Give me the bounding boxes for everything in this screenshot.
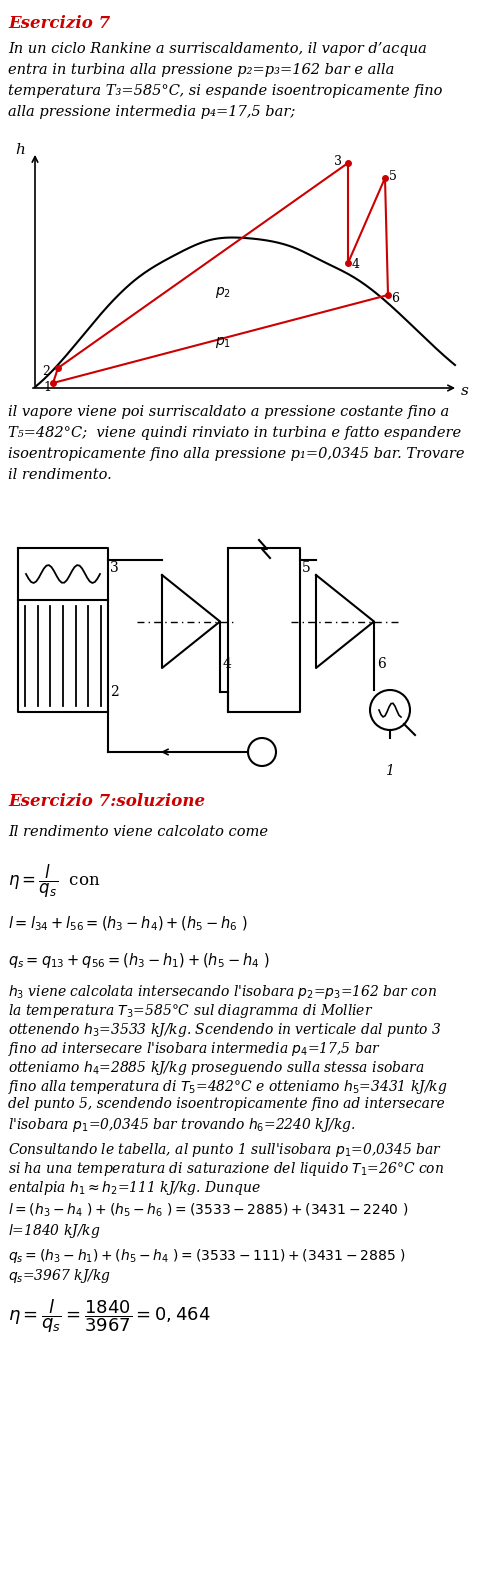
- Text: Esercizio 7: Esercizio 7: [8, 14, 110, 32]
- Text: 5: 5: [388, 170, 396, 183]
- Text: la temperatura $T_3$=585°C sul diagramma di Mollier: la temperatura $T_3$=585°C sul diagramma…: [8, 1003, 372, 1020]
- Text: entra in turbina alla pressione p₂=p₃=162 bar e alla: entra in turbina alla pressione p₂=p₃=16…: [8, 64, 394, 76]
- Text: isoentropicamente fino alla pressione p₁=0,0345 bar. Trovare: isoentropicamente fino alla pressione p₁…: [8, 447, 464, 461]
- Text: Esercizio 7:soluzione: Esercizio 7:soluzione: [8, 793, 204, 810]
- Text: 4: 4: [223, 656, 231, 671]
- Text: Il rendimento viene calcolato come: Il rendimento viene calcolato come: [8, 825, 267, 839]
- Text: fino alla temperatura di $T_5$=482°C e otteniamo $h_5$=3431 kJ/kg: fino alla temperatura di $T_5$=482°C e o…: [8, 1077, 446, 1096]
- Text: l'isobara $p_1$=0,0345 bar trovando $h_6$=2240 kJ/kg.: l'isobara $p_1$=0,0345 bar trovando $h_6…: [8, 1115, 355, 1135]
- Text: 1: 1: [384, 764, 393, 779]
- Text: $q_s = q_{13} + q_{56} = (h_3 - h_1) + (h_5 - h_4\ )$: $q_s = q_{13} + q_{56} = (h_3 - h_1) + (…: [8, 950, 269, 969]
- Text: s: s: [460, 385, 468, 397]
- Text: 1: 1: [43, 381, 51, 394]
- Text: del punto 5, scendendo isoentropicamente fino ad intersecare: del punto 5, scendendo isoentropicamente…: [8, 1096, 444, 1111]
- Text: $h_3$ viene calcolata intersecando l'isobara $p_2$=$p_3$=162 bar con: $h_3$ viene calcolata intersecando l'iso…: [8, 984, 436, 1001]
- Text: fino ad intersecare l'isobara intermedia $p_4$=17,5 bar: fino ad intersecare l'isobara intermedia…: [8, 1039, 380, 1058]
- Text: h: h: [15, 143, 25, 157]
- Text: $\eta = \dfrac{l}{q_s} = \dfrac{1840}{3967} = 0,464$: $\eta = \dfrac{l}{q_s} = \dfrac{1840}{39…: [8, 1297, 210, 1335]
- Text: alla pressione intermedia p₄=17,5 bar;: alla pressione intermedia p₄=17,5 bar;: [8, 105, 295, 119]
- Text: il vapore viene poi surriscaldato a pressione costante fino a: il vapore viene poi surriscaldato a pres…: [8, 405, 448, 419]
- Text: $q_s$=3967 kJ/kg: $q_s$=3967 kJ/kg: [8, 1266, 111, 1286]
- Text: 4: 4: [351, 257, 359, 272]
- Text: 3: 3: [110, 561, 119, 575]
- Text: $l = l_{34} + l_{56} = (h_3 - h_4) + (h_5 - h_6\ )$: $l = l_{34} + l_{56} = (h_3 - h_4) + (h_…: [8, 915, 248, 933]
- Text: entalpia $h_1$$\approx$$h_2$=111 kJ/kg. Dunque: entalpia $h_1$$\approx$$h_2$=111 kJ/kg. …: [8, 1179, 260, 1197]
- Text: 3: 3: [333, 156, 341, 168]
- Text: 2: 2: [110, 685, 119, 699]
- Text: T₅=482°C;  viene quindi rinviato in turbina e fatto espandere: T₅=482°C; viene quindi rinviato in turbi…: [8, 426, 460, 440]
- Text: Consultando le tabella, al punto 1 sull'isobara $p_1$=0,0345 bar: Consultando le tabella, al punto 1 sull'…: [8, 1141, 441, 1158]
- Text: 2: 2: [42, 365, 50, 378]
- Text: si ha una temperatura di saturazione del liquido $T_1$=26°C con: si ha una temperatura di saturazione del…: [8, 1160, 444, 1177]
- Text: temperatura T₃=585°C, si espande isoentropicamente fino: temperatura T₃=585°C, si espande isoentr…: [8, 84, 442, 99]
- Text: $p_1$: $p_1$: [215, 335, 230, 350]
- Text: 6: 6: [376, 656, 385, 671]
- Text: 6: 6: [390, 292, 398, 305]
- Text: $q_s = (h_3 - h_1) + (h_5 - h_4\ ) = (3533 - 111) + (3431 - 2885\ )$: $q_s = (h_3 - h_1) + (h_5 - h_4\ ) = (35…: [8, 1247, 405, 1265]
- Text: $l = (h_3 - h_4\ ) + (h_5 - h_6\ ) = (3533 - 2885) + (3431 - 2240\ )$: $l = (h_3 - h_4\ ) + (h_5 - h_6\ ) = (35…: [8, 1201, 408, 1219]
- Text: $l$=1840 kJ/kg: $l$=1840 kJ/kg: [8, 1222, 100, 1239]
- Text: $p_2$: $p_2$: [215, 284, 230, 300]
- Text: $\eta = \dfrac{l}{q_s}$  con: $\eta = \dfrac{l}{q_s}$ con: [8, 863, 100, 901]
- Text: ottenendo $h_3$=3533 kJ/kg. Scendendo in verticale dal punto 3: ottenendo $h_3$=3533 kJ/kg. Scendendo in…: [8, 1022, 441, 1039]
- Text: In un ciclo Rankine a surriscaldamento, il vapor d’acqua: In un ciclo Rankine a surriscaldamento, …: [8, 41, 426, 56]
- Text: 5: 5: [301, 561, 310, 575]
- Text: il rendimento.: il rendimento.: [8, 469, 111, 481]
- Text: otteniamo $h_4$=2885 kJ/kg proseguendo sulla stessa isobara: otteniamo $h_4$=2885 kJ/kg proseguendo s…: [8, 1058, 424, 1077]
